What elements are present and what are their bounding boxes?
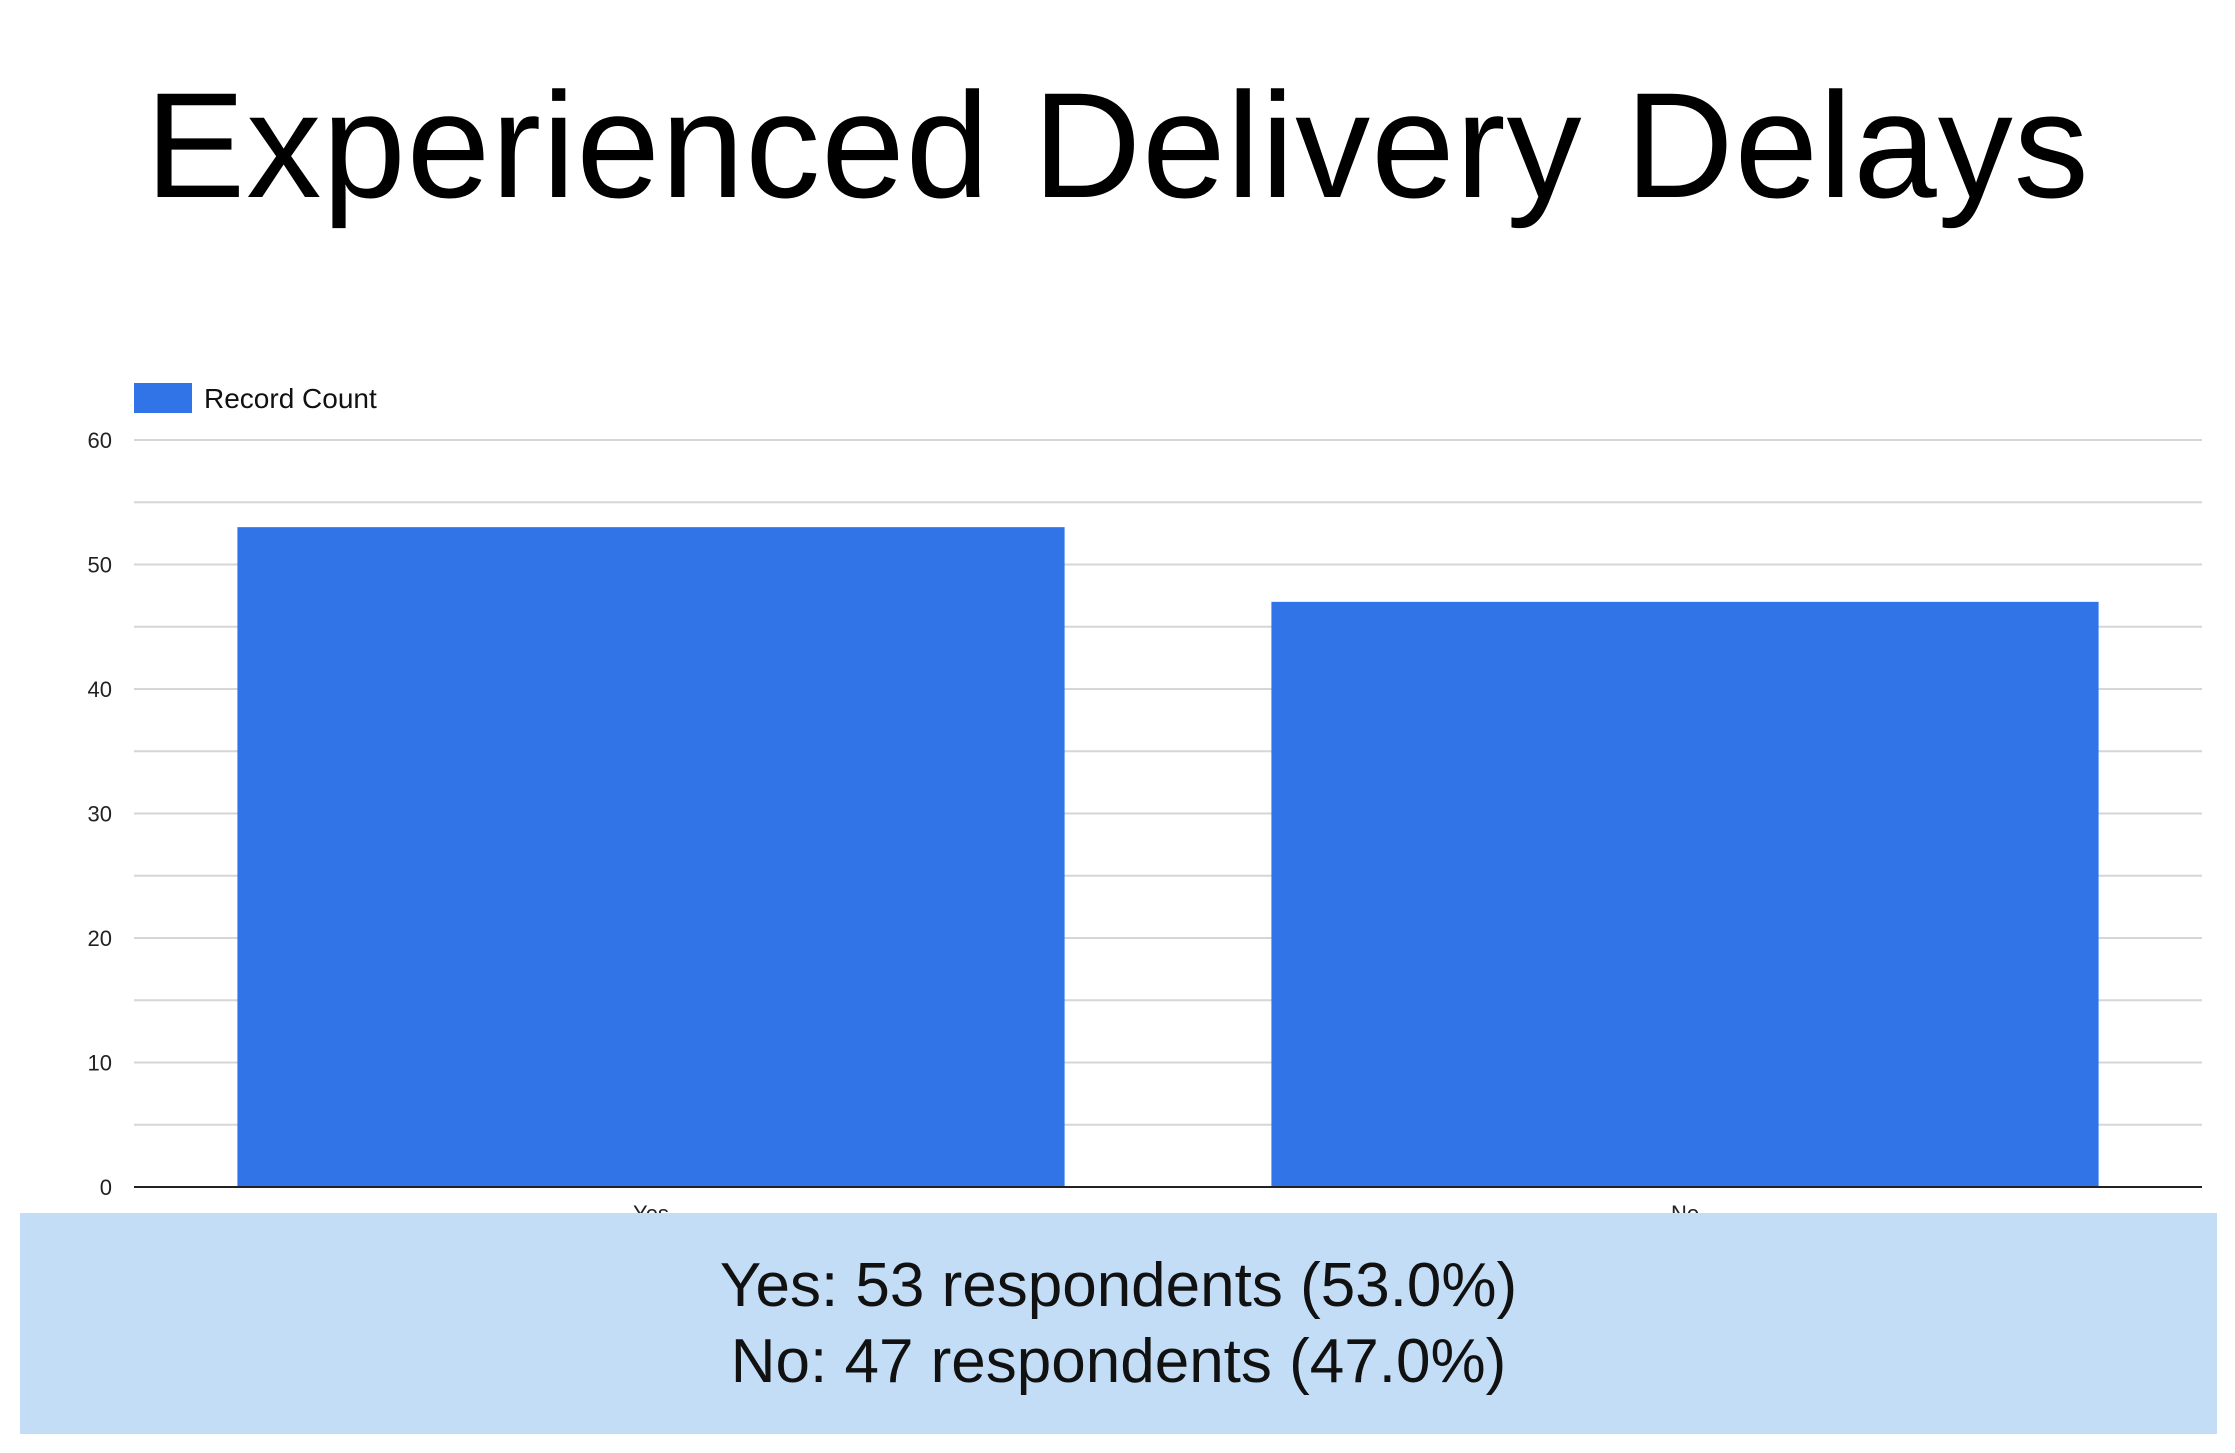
y-tick-label: 40 [88, 677, 112, 702]
bar-yes [237, 527, 1065, 1187]
bars [237, 527, 2099, 1187]
legend-swatch [134, 383, 192, 413]
y-tick-label: 30 [88, 802, 112, 827]
y-tick-label: 10 [88, 1051, 112, 1076]
legend-label: Record Count [204, 383, 377, 414]
y-axis-ticks: 0 10 20 30 40 50 60 [88, 428, 112, 1200]
y-tick-label: 0 [100, 1175, 112, 1200]
bar-no [1271, 601, 2099, 1187]
legend: Record Count [134, 383, 377, 414]
summary-yes: Yes: 53 respondents (53.0%) [719, 1250, 1518, 1320]
summary-box: Yes: 53 respondents (53.0%) No: 47 respo… [20, 1213, 2217, 1434]
y-tick-label: 60 [88, 428, 112, 453]
y-tick-label: 20 [88, 926, 112, 951]
y-tick-label: 50 [88, 553, 112, 578]
summary-no: No: 47 respondents (47.0%) [730, 1326, 1507, 1396]
chart-title: Experienced Delivery Delays [145, 61, 2090, 229]
